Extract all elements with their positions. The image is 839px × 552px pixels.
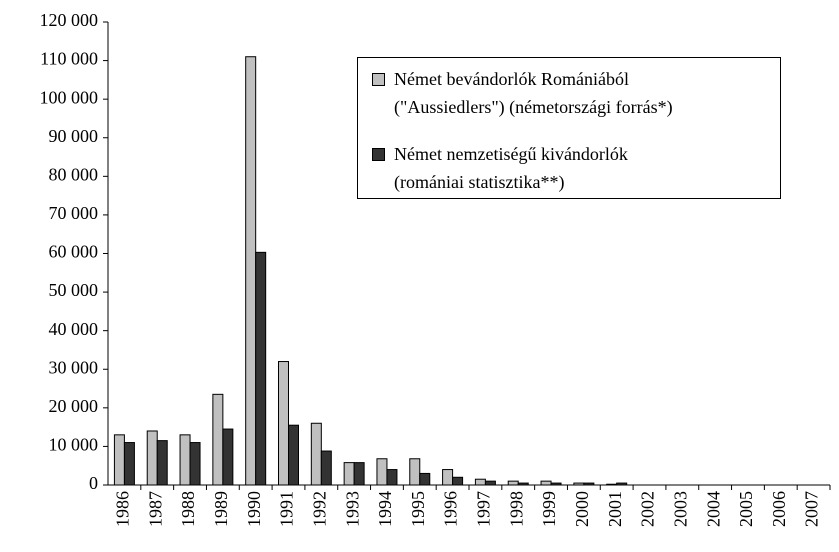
bar bbox=[419, 472, 431, 486]
x-tick-label: 1998 bbox=[506, 491, 526, 527]
y-tick-label: 120 000 bbox=[40, 10, 99, 30]
legend: Német bevándorlók Romániából ("Aussiedle… bbox=[357, 57, 781, 199]
x-tick-label: 2002 bbox=[638, 491, 658, 527]
bar bbox=[255, 251, 267, 486]
bar bbox=[146, 430, 158, 486]
x-tick-label: 1997 bbox=[474, 491, 494, 527]
bar bbox=[442, 469, 454, 486]
y-tick-label: 30 000 bbox=[49, 357, 99, 377]
legend-swatch bbox=[372, 148, 385, 161]
x-tick-label: 2003 bbox=[670, 491, 690, 527]
bar bbox=[474, 478, 486, 486]
y-tick-label: 40 000 bbox=[49, 319, 99, 339]
legend-swatch bbox=[372, 73, 385, 86]
x-tick-label: 2006 bbox=[769, 491, 789, 527]
y-tick-label: 90 000 bbox=[49, 126, 99, 146]
x-tick-label: 1992 bbox=[309, 491, 329, 527]
x-tick-label: 2004 bbox=[703, 491, 723, 527]
x-tick-label: 2000 bbox=[572, 491, 592, 527]
bar bbox=[212, 393, 224, 486]
bar bbox=[288, 424, 299, 486]
y-tick-label: 100 000 bbox=[40, 87, 99, 107]
x-tick-label: 1988 bbox=[178, 491, 198, 527]
bar bbox=[540, 480, 552, 486]
bar bbox=[245, 56, 257, 486]
bar bbox=[113, 434, 125, 486]
x-tick-label: 1996 bbox=[441, 491, 461, 527]
x-tick-label: 2007 bbox=[802, 491, 822, 527]
bar bbox=[376, 458, 388, 486]
x-tick-label: 2005 bbox=[736, 491, 756, 527]
x-tick-label: 1999 bbox=[539, 491, 559, 527]
legend-label: Német bevándorlók Romániából ("Aussiedle… bbox=[394, 69, 673, 117]
x-tick-label: 1987 bbox=[145, 491, 165, 527]
x-tick-label: 1993 bbox=[342, 491, 362, 527]
bar bbox=[484, 480, 496, 486]
bar bbox=[507, 480, 519, 486]
y-tick-label: 20 000 bbox=[49, 396, 99, 416]
x-tick-label: 1995 bbox=[408, 491, 428, 527]
bar bbox=[222, 428, 234, 486]
y-tick-label: 60 000 bbox=[49, 242, 99, 262]
y-tick-label: 80 000 bbox=[49, 164, 99, 184]
bar bbox=[156, 440, 168, 486]
bar bbox=[353, 462, 365, 486]
bar bbox=[123, 442, 135, 486]
bar bbox=[343, 462, 355, 486]
x-tick-label: 1986 bbox=[113, 491, 133, 527]
x-tick-label: 1994 bbox=[375, 491, 395, 527]
x-tick-label: 2001 bbox=[605, 491, 625, 527]
x-tick-label: 1989 bbox=[211, 491, 231, 527]
x-tick-label: 1990 bbox=[244, 491, 264, 527]
bar bbox=[189, 442, 201, 486]
x-tick-label: 1991 bbox=[277, 491, 297, 527]
y-tick-label: 0 bbox=[89, 473, 98, 493]
y-tick-label: 110 000 bbox=[40, 49, 98, 69]
bar bbox=[409, 458, 421, 486]
bar bbox=[310, 422, 322, 486]
bar bbox=[452, 476, 464, 486]
bar bbox=[386, 469, 398, 486]
y-tick-label: 50 000 bbox=[49, 280, 99, 300]
bar bbox=[278, 361, 289, 486]
y-tick-label: 10 000 bbox=[49, 435, 99, 455]
legend-label: Német nemzetiségű kivándorlók (romániai … bbox=[394, 144, 628, 192]
bar bbox=[179, 434, 191, 486]
y-tick-label: 70 000 bbox=[49, 203, 99, 223]
bar bbox=[320, 450, 332, 486]
